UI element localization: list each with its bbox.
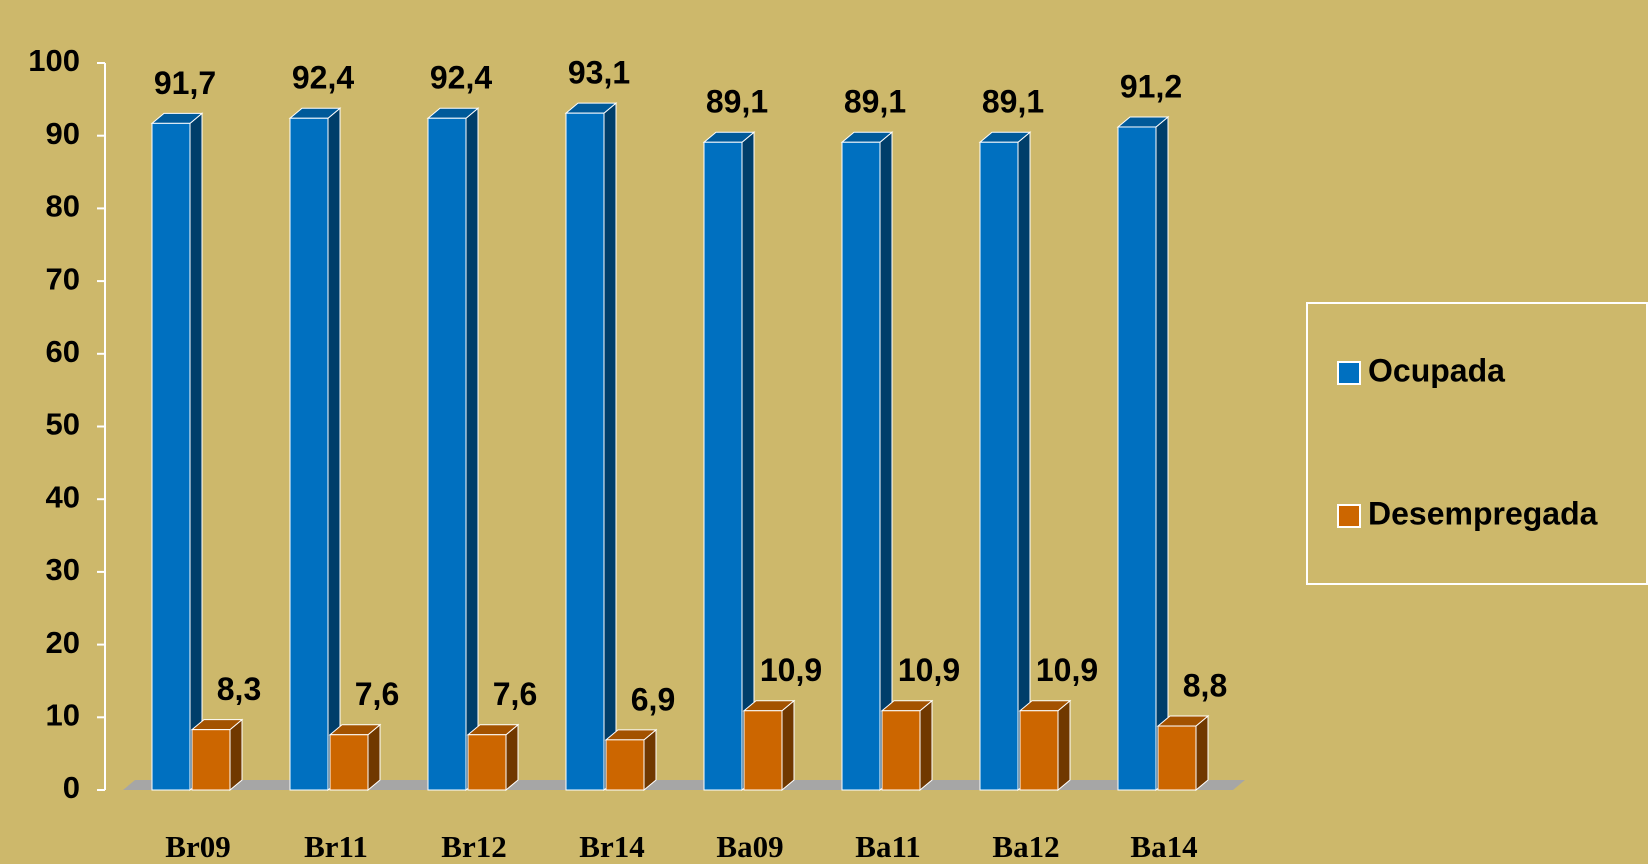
x-tick-label: Br12 (441, 829, 506, 864)
y-tick-label: 0 (63, 770, 80, 805)
legend-swatch (1337, 504, 1361, 528)
value-label: 7,6 (493, 676, 537, 712)
value-label: 92,4 (430, 60, 492, 96)
x-tick-label: Ba09 (716, 829, 783, 864)
y-tick-label: 70 (46, 261, 80, 296)
bar (880, 699, 934, 792)
value-label: 91,7 (154, 65, 216, 101)
x-tick-label: Br14 (579, 829, 644, 864)
value-label: 8,3 (217, 671, 261, 707)
bar (328, 723, 382, 792)
bar (742, 699, 796, 792)
y-tick-label: 60 (46, 334, 80, 369)
bar (840, 131, 894, 792)
legend-box (1306, 302, 1648, 585)
y-tick-label: 10 (46, 697, 80, 732)
bar (702, 131, 756, 792)
bar (288, 107, 342, 792)
value-label: 10,9 (760, 652, 822, 688)
value-label: 8,8 (1183, 667, 1227, 703)
value-label: 6,9 (631, 681, 675, 717)
y-tick-label: 90 (46, 116, 80, 151)
bar (426, 107, 480, 792)
bar (466, 723, 520, 792)
y-tick-label: 50 (46, 407, 80, 442)
y-tick-label: 80 (46, 189, 80, 224)
y-tick-label: 40 (46, 479, 80, 514)
value-label: 89,1 (706, 84, 768, 120)
value-label: 10,9 (898, 652, 960, 688)
legend-label: Ocupada (1368, 352, 1505, 388)
bar (978, 131, 1032, 792)
bar (150, 112, 204, 792)
value-label: 7,6 (355, 676, 399, 712)
bar (1116, 115, 1170, 792)
bar (564, 102, 618, 792)
bar (1018, 699, 1072, 792)
y-tick-label: 20 (46, 625, 80, 660)
legend-swatch (1337, 361, 1361, 385)
bar (604, 728, 658, 792)
x-tick-label: Ba14 (1130, 829, 1197, 864)
x-tick-label: Br09 (165, 829, 230, 864)
y-tick-label: 100 (28, 43, 80, 78)
x-tick-label: Ba12 (992, 829, 1059, 864)
x-tick-label: Br11 (304, 829, 368, 864)
value-label: 89,1 (982, 84, 1044, 120)
value-label: 91,2 (1120, 68, 1182, 104)
value-label: 89,1 (844, 84, 906, 120)
value-label: 10,9 (1036, 652, 1098, 688)
value-label: 92,4 (292, 60, 354, 96)
x-tick-label: Ba11 (855, 829, 920, 864)
y-tick-label: 30 (46, 552, 80, 587)
value-label: 93,1 (568, 55, 630, 91)
floor (123, 780, 1245, 790)
bar (190, 718, 244, 792)
legend-label: Desempregada (1368, 495, 1598, 531)
bar (1156, 714, 1210, 792)
